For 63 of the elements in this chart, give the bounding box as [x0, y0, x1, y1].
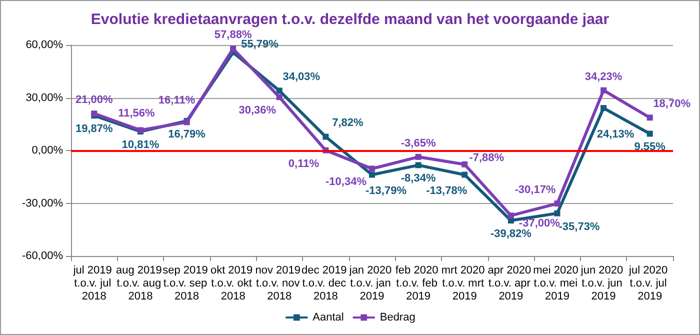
x-tick-label: nov 2019 t.o.v. nov 2018	[255, 264, 303, 302]
y-tick-label: 30,00%	[26, 92, 64, 104]
data-label: -30,17%	[514, 184, 556, 196]
point	[462, 161, 468, 168]
point	[415, 162, 422, 168]
legend-label: Bedrag	[380, 312, 416, 324]
data-label: -37,00%	[518, 218, 560, 230]
point	[462, 172, 468, 178]
data-label: 34,23%	[584, 70, 622, 83]
data-label: 0,11%	[288, 158, 320, 170]
point	[369, 172, 375, 178]
point	[230, 46, 236, 52]
legend-label: Aantal	[312, 312, 344, 324]
data-label: 16,79%	[168, 128, 206, 140]
data-label: 19,87%	[76, 123, 114, 136]
point	[508, 212, 514, 219]
data-label: -13,78%	[426, 185, 468, 198]
data-label: -10,34%	[326, 176, 367, 188]
x-tick-label: dec 2019 t.o.v. dec 2018	[302, 264, 350, 302]
data-label: 34,03%	[282, 71, 320, 84]
data-label: -35,73%	[558, 220, 600, 233]
data-label: 9,55%	[634, 141, 666, 154]
point	[554, 200, 560, 207]
point	[646, 130, 653, 137]
y-tick-label: -30,00%	[22, 197, 64, 210]
y-tick-label: 60,00%	[26, 39, 64, 51]
point	[276, 88, 282, 94]
data-label: -39,82%	[490, 228, 532, 240]
x-tick-label: sep 2019 t.o.v. sep 2018	[162, 264, 211, 302]
point	[322, 134, 329, 140]
data-label: 55,79%	[241, 38, 279, 50]
point	[276, 94, 282, 100]
x-tick-label: aug 2019 t.o.v. aug 2018	[116, 264, 164, 302]
point	[600, 87, 607, 94]
data-label: 16,11%	[158, 94, 196, 107]
chart-title: Evolutie kredietaanvragen t.o.v. dezelfde maand van het voorgaande jaar	[90, 11, 610, 28]
data-label: 11,56%	[118, 108, 156, 120]
x-tick-label: apr 2020 t.o.v. apr 2019	[488, 264, 534, 302]
x-tick-label: jan 2020 t.o.v. jan 2019	[348, 264, 395, 302]
y-tick-label: 0,00%	[32, 144, 64, 156]
x-tick-label: mrt 2020 t.o.v. mrt 2019	[441, 264, 488, 302]
data-label: 18,70%	[653, 98, 691, 110]
point	[415, 154, 422, 160]
data-label: 10,81%	[122, 138, 160, 151]
x-tick-label: feb 2020 t.o.v. feb 2019	[395, 264, 442, 302]
data-label: -3,65%	[400, 137, 436, 150]
point	[600, 105, 607, 112]
data-label: 24,13%	[596, 128, 634, 141]
x-tick-label: jun 2020 t.o.v. jun 2019	[580, 264, 626, 302]
point	[646, 114, 653, 121]
data-label: -7,88%	[469, 152, 504, 164]
x-tick-label: okt 2019 t.o.v. okt 2018	[210, 264, 256, 302]
x-tick-label: mei 2020 t.o.v. mei 2019	[533, 264, 582, 302]
data-label: 7,82%	[332, 117, 364, 130]
data-label: 30,36%	[238, 104, 276, 117]
y-tick-label: -60,00%	[22, 250, 64, 262]
data-label: -13,79%	[366, 185, 407, 198]
point	[554, 210, 560, 216]
data-label: -8,34%	[400, 172, 436, 185]
x-tick-label: jul 2019 t.o.v. jul 2018	[72, 264, 115, 302]
point	[369, 166, 375, 172]
x-tick-label: jul 2020 t.o.v. jul 2019	[628, 264, 671, 302]
data-label: 21,00%	[76, 94, 114, 106]
